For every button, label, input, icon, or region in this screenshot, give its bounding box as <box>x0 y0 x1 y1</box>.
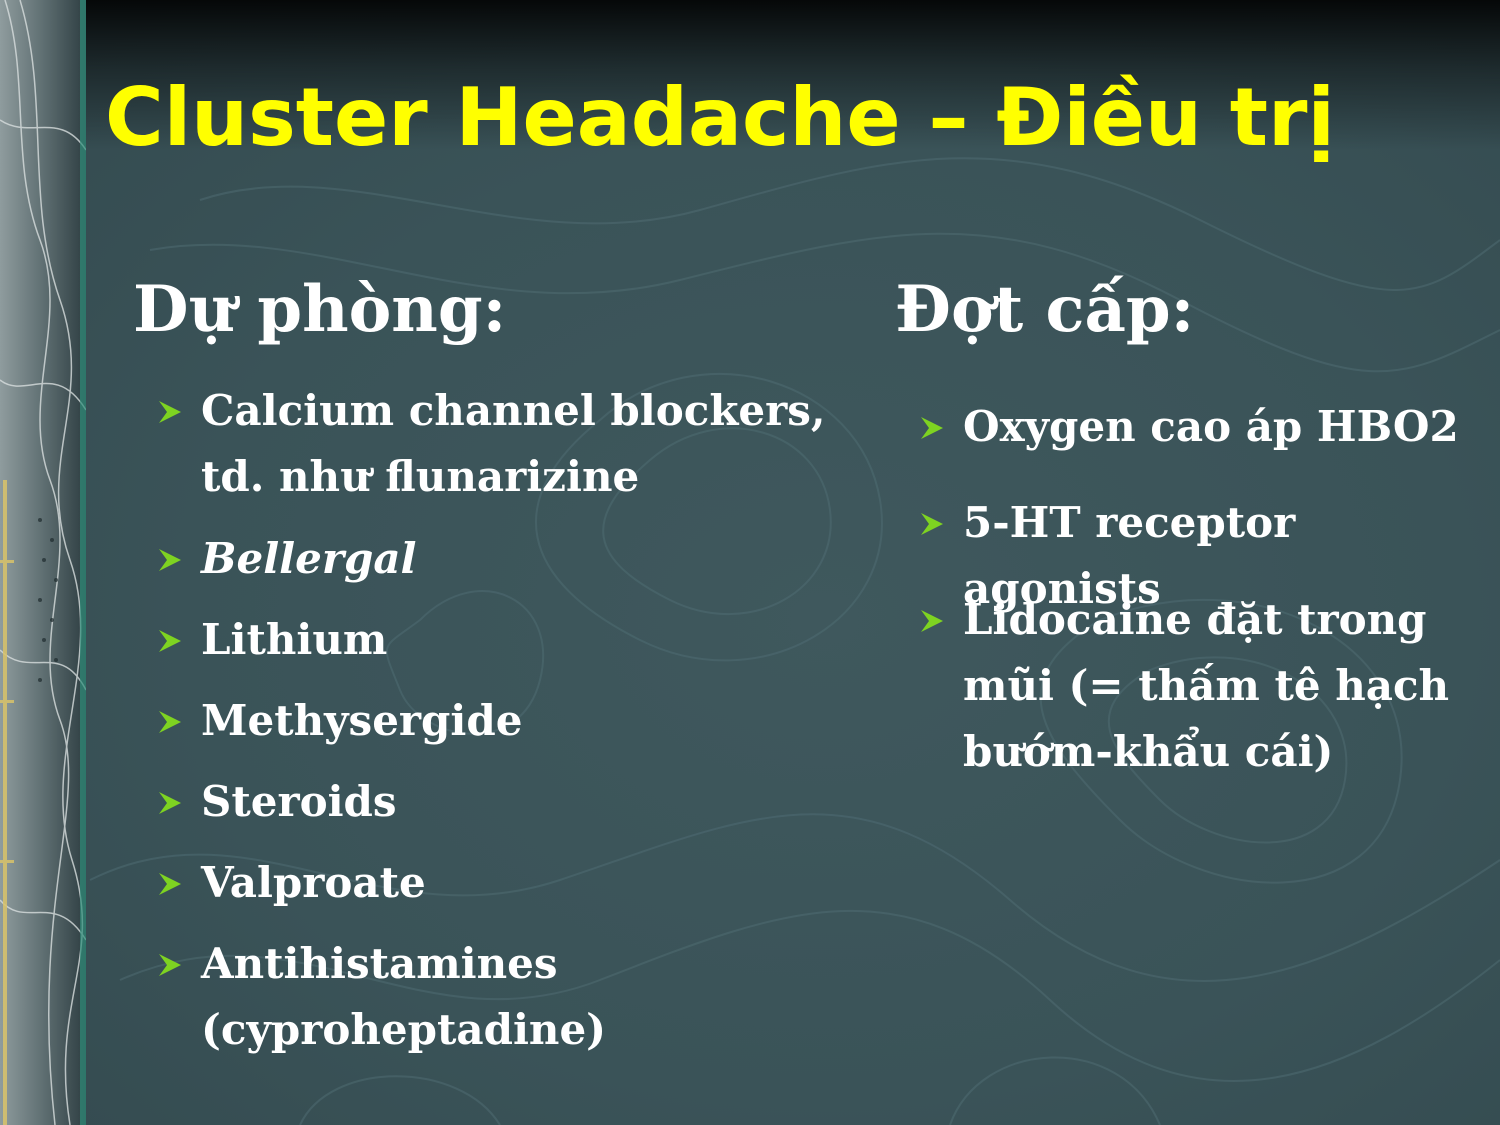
list-item: Oxygen cao áp HBO2 <box>921 394 1459 460</box>
arrow-bullet-icon <box>159 954 181 976</box>
list-item-text: Valproate <box>201 858 426 907</box>
list-item-text: Bellergal <box>201 534 417 583</box>
arrow-bullet-icon <box>921 513 943 535</box>
list-item-text: Lithium <box>201 615 388 664</box>
arrow-bullet-icon <box>159 630 181 652</box>
decorative-left-strip <box>0 0 86 1125</box>
list-item: Methysergide <box>159 688 523 754</box>
list-item-text: Oxygen cao áp HBO2 <box>963 402 1459 451</box>
list-item-text: 5-HT receptor agonists <box>963 498 1296 613</box>
list-item: Calcium channel blockers, td. như flunar… <box>159 378 826 510</box>
list-item: Lithium <box>159 607 388 673</box>
list-item: 5-HT receptor agonists <box>921 490 1500 622</box>
list-item: Steroids <box>159 769 397 835</box>
list-item: Antihistamines (cyproheptadine) <box>159 931 607 1063</box>
arrow-bullet-icon <box>159 792 181 814</box>
list-item: Valproate <box>159 850 426 916</box>
arrow-bullet-icon <box>159 873 181 895</box>
list-item-text: Antihistamines (cyproheptadine) <box>201 939 607 1054</box>
arrow-bullet-icon <box>921 610 943 632</box>
acute-heading: Đợt cấp: <box>895 272 1195 347</box>
list-item: Lidocaine đặt trong mũi (= thấm tê hạch … <box>921 587 1450 785</box>
list-item-text: Calcium channel blockers, td. như flunar… <box>201 386 826 501</box>
list-item-text: Steroids <box>201 777 397 826</box>
slide-title: Cluster Headache – Điều trị <box>105 71 1335 164</box>
arrow-bullet-icon <box>159 711 181 733</box>
arrow-bullet-icon <box>159 401 181 423</box>
list-item: Bellergal <box>159 526 417 592</box>
list-item-text: Lidocaine đặt trong mũi (= thấm tê hạch … <box>963 595 1450 776</box>
list-item-text: Methysergide <box>201 696 523 745</box>
arrow-bullet-icon <box>921 417 943 439</box>
arrow-bullet-icon <box>159 549 181 571</box>
prevention-heading: Dự phòng: <box>133 272 507 347</box>
